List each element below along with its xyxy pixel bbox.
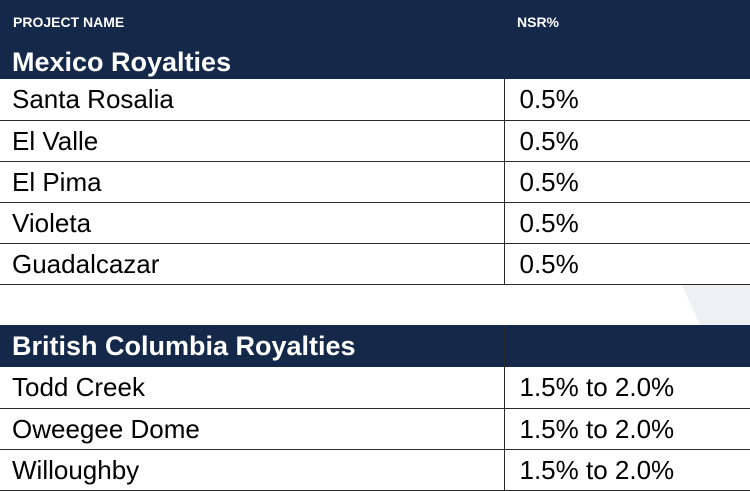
table-row: Santa Rosalia 0.5% xyxy=(0,79,750,121)
nsr-value-cell: 0.5% xyxy=(503,120,750,162)
mexico-royalties-table: PROJECT NAME NSR% Mexico Royalties Santa… xyxy=(0,0,750,285)
nsr-value-cell: 0.5% xyxy=(503,243,750,285)
table-row: Willoughby 1.5% to 2.0% xyxy=(0,449,750,491)
nsr-value-cell: 0.5% xyxy=(503,161,750,203)
nsr-value-cell: 1.5% to 2.0% xyxy=(503,408,750,450)
table-row: Todd Creek 1.5% to 2.0% xyxy=(0,367,750,409)
section-header-british-columbia: British Columbia Royalties xyxy=(0,325,750,367)
section-title-mexico: Mexico Royalties xyxy=(0,44,750,79)
column-header-nsr: NSR% xyxy=(504,0,750,44)
table-row: El Pima 0.5% xyxy=(0,161,750,203)
project-name-cell: Oweegee Dome xyxy=(0,408,504,450)
british-columbia-royalties-table: British Columbia Royalties Todd Creek 1.… xyxy=(0,325,750,491)
section-header-mexico: Mexico Royalties xyxy=(0,44,750,79)
table-row: Guadalcazar 0.5% xyxy=(0,243,750,285)
nsr-value-cell: 0.5% xyxy=(503,202,750,244)
column-header-row: PROJECT NAME NSR% xyxy=(0,0,750,44)
section-title-british-columbia: British Columbia Royalties xyxy=(0,325,504,367)
table-row: Oweegee Dome 1.5% to 2.0% xyxy=(0,408,750,450)
project-name-cell: Willoughby xyxy=(0,449,504,491)
project-name-cell: Todd Creek xyxy=(0,367,504,409)
project-name-cell: El Valle xyxy=(0,120,504,162)
nsr-value-cell: 0.5% xyxy=(503,79,750,121)
nsr-value-cell: 1.5% to 2.0% xyxy=(503,367,750,409)
project-name-cell: Violeta xyxy=(0,202,504,244)
column-header-project-name: PROJECT NAME xyxy=(0,0,504,44)
nsr-value-cell: 1.5% to 2.0% xyxy=(503,449,750,491)
table-row: El Valle 0.5% xyxy=(0,120,750,162)
section-header-empty-cell xyxy=(503,325,750,367)
project-name-cell: El Pima xyxy=(0,161,504,203)
table-row: Violeta 0.5% xyxy=(0,202,750,244)
project-name-cell: Guadalcazar xyxy=(0,243,504,285)
project-name-cell: Santa Rosalia xyxy=(0,79,504,121)
